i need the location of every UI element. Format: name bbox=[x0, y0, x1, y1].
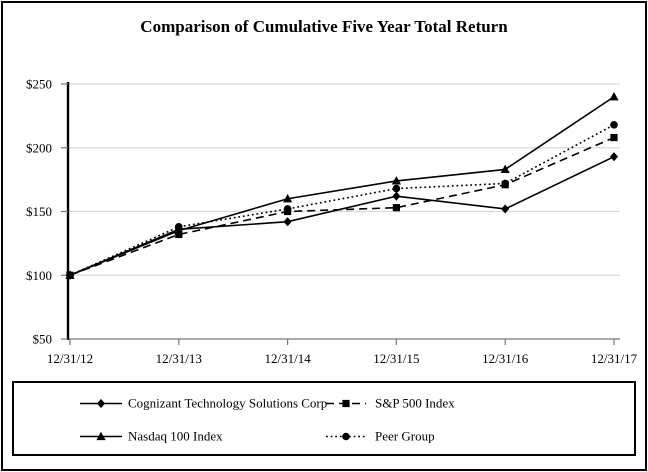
legend-sample-triangle-solid-icon bbox=[80, 431, 122, 440]
x-axis-tick-label: 12/31/15 bbox=[373, 351, 419, 366]
legend-entry-nasdaq100: Nasdaq 100 Index bbox=[80, 430, 223, 443]
x-axis-tick-label: 12/31/13 bbox=[156, 351, 202, 366]
legend-sample-diamond-solid-icon bbox=[80, 398, 122, 408]
y-axis-tick-label: $50 bbox=[33, 332, 53, 347]
chart-plot-area: $50 $100 $150 $200 $250 12/31/12 12/31/13 12/31… bbox=[26, 77, 638, 367]
legend-label-nasdaq100: Nasdaq 100 Index bbox=[128, 428, 223, 444]
series-line-2 bbox=[69, 96, 615, 276]
data-point-3-2 bbox=[283, 205, 292, 213]
series-line-0 bbox=[69, 155, 615, 276]
data-point-3-4 bbox=[501, 179, 510, 188]
data-point-1-5 bbox=[610, 133, 618, 142]
legend-entry-sp500: S&P 500 Index bbox=[326, 397, 455, 410]
data-point-2-5 bbox=[609, 91, 619, 101]
series-line-3 bbox=[69, 124, 615, 276]
legend-marker-diamond-icon bbox=[97, 398, 105, 408]
legend-sample-circle-dotted-icon bbox=[326, 432, 366, 440]
data-point-2-4 bbox=[500, 164, 510, 174]
legend-entry-cognizant: Cognizant Technology Solutions Corp bbox=[80, 397, 327, 410]
x-axis-tick-label: 12/31/14 bbox=[264, 351, 311, 366]
legend-marker-square-icon bbox=[342, 399, 350, 407]
legend-sample-square-dashed-icon bbox=[326, 399, 366, 407]
y-axis-tick-label: $100 bbox=[26, 268, 52, 283]
data-point-1-1 bbox=[175, 230, 183, 239]
data-point-0-5 bbox=[610, 152, 618, 162]
data-point-3-1 bbox=[175, 223, 183, 231]
legend-label-cognizant: Cognizant Technology Solutions Corp bbox=[128, 395, 328, 411]
legend: Cognizant Technology Solutions Corp S&P … bbox=[12, 381, 636, 456]
chart-title: Comparison of Cumulative Five Year Total… bbox=[140, 17, 508, 36]
y-axis-tick-label: $200 bbox=[26, 140, 52, 155]
legend-entry-peer-group: Peer Group bbox=[326, 430, 435, 443]
data-point-0-3 bbox=[392, 191, 401, 201]
x-axis-tick-label: 12/31/16 bbox=[482, 351, 529, 366]
data-point-3-5 bbox=[610, 121, 618, 129]
legend-label-sp500: S&P 500 Index bbox=[375, 395, 455, 411]
legend-marker-circle-icon bbox=[342, 432, 350, 440]
series-line-1 bbox=[69, 136, 615, 276]
legend-label-peer-group: Peer Group bbox=[375, 428, 435, 444]
data-point-3-0 bbox=[66, 271, 74, 280]
x-axis-tick-label: 12/31/12 bbox=[47, 351, 93, 366]
data-point-2-3 bbox=[391, 176, 401, 185]
data-point-3-3 bbox=[392, 184, 401, 193]
data-point-0-2 bbox=[283, 217, 292, 227]
y-axis-tick-label: $150 bbox=[26, 204, 52, 219]
legend-marker-triangle-icon bbox=[96, 431, 106, 440]
y-axis-tick-label: $250 bbox=[26, 77, 52, 92]
data-point-1-3 bbox=[392, 204, 400, 212]
x-axis-tick-label: 12/31/17 bbox=[591, 351, 638, 366]
data-point-2-2 bbox=[283, 193, 293, 203]
data-point-0-4 bbox=[501, 204, 510, 214]
